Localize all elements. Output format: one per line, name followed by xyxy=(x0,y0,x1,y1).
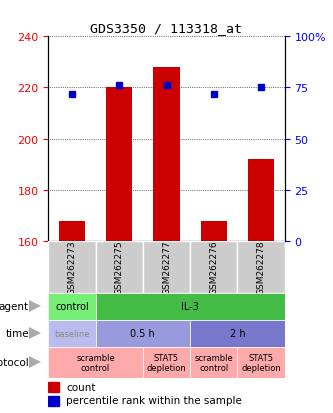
Bar xyxy=(201,221,227,242)
Bar xyxy=(96,320,190,347)
Bar xyxy=(154,68,179,242)
Bar xyxy=(143,347,190,378)
Bar xyxy=(237,347,285,378)
Text: agent: agent xyxy=(0,301,29,312)
Bar xyxy=(48,320,96,347)
Bar xyxy=(143,242,190,293)
Bar xyxy=(96,242,143,293)
Bar xyxy=(48,347,143,378)
Text: GSM262273: GSM262273 xyxy=(67,240,77,294)
Text: IL-3: IL-3 xyxy=(181,301,199,312)
Text: count: count xyxy=(66,382,96,392)
Text: STAT5
depletion: STAT5 depletion xyxy=(147,353,186,372)
Bar xyxy=(96,293,285,320)
Bar xyxy=(59,221,85,242)
Text: GSM262277: GSM262277 xyxy=(162,240,171,294)
Text: GSM262278: GSM262278 xyxy=(256,240,266,294)
Text: 0.5 h: 0.5 h xyxy=(131,328,155,339)
Text: protocol: protocol xyxy=(0,357,29,368)
Text: time: time xyxy=(5,328,29,339)
Bar xyxy=(48,293,96,320)
Text: GSM262275: GSM262275 xyxy=(115,240,124,294)
Bar xyxy=(237,242,285,293)
Text: percentile rank within the sample: percentile rank within the sample xyxy=(66,395,242,405)
Text: baseline: baseline xyxy=(54,329,90,338)
Title: GDS3350 / 113318_at: GDS3350 / 113318_at xyxy=(91,21,242,35)
Bar xyxy=(190,347,237,378)
Bar xyxy=(106,88,132,242)
Bar xyxy=(48,396,59,406)
Text: scramble
control: scramble control xyxy=(76,353,115,372)
Text: scramble
control: scramble control xyxy=(194,353,233,372)
Bar xyxy=(190,242,237,293)
Bar xyxy=(190,320,285,347)
Text: GSM262276: GSM262276 xyxy=(209,240,218,294)
Text: control: control xyxy=(55,301,89,312)
Bar xyxy=(48,242,96,293)
Text: 2 h: 2 h xyxy=(230,328,245,339)
Text: STAT5
depletion: STAT5 depletion xyxy=(241,353,281,372)
Bar xyxy=(48,382,59,392)
Bar xyxy=(248,160,274,242)
